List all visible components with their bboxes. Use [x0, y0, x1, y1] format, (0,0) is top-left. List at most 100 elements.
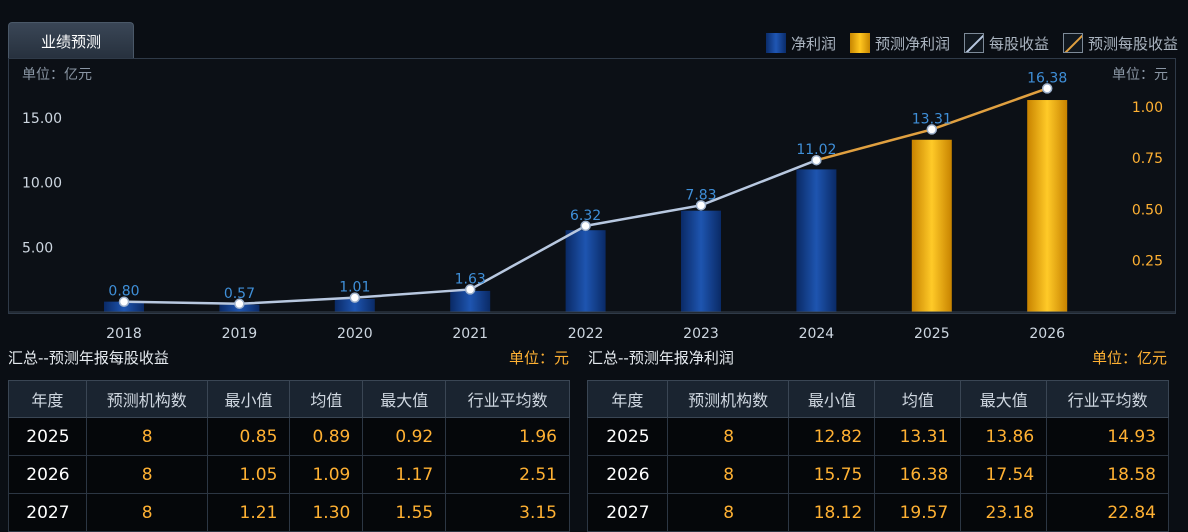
line-point [464, 284, 476, 295]
count-cell: 8 [666, 455, 790, 494]
line-point [926, 124, 938, 135]
right-tick-label: 1.00 [1132, 100, 1163, 116]
x-tick-label: 2026 [1029, 326, 1065, 342]
left-axis-unit: 单位：亿元 [22, 67, 92, 83]
max-cell: 17.54 [960, 455, 1048, 494]
mean-cell: 1.09 [289, 455, 364, 494]
year-cell: 2026 [587, 455, 668, 494]
bar [1027, 100, 1068, 312]
count-cell: 8 [85, 455, 208, 494]
profit-section-unit: 单位：亿元 [1092, 349, 1168, 367]
year-cell: 2027 [8, 493, 87, 532]
right-axis-unit: 单位：元 [1112, 67, 1168, 83]
industry-avg-cell: 18.58 [1046, 455, 1169, 494]
column-header: 均值 [874, 380, 962, 418]
max-cell: 0.92 [362, 417, 447, 456]
mean-cell: 1.30 [289, 493, 364, 532]
column-header: 行业平均数 [1046, 380, 1169, 418]
count-cell: 8 [85, 493, 208, 532]
column-header: 最小值 [788, 380, 876, 418]
line-point [234, 298, 245, 310]
legend-item-net-profit[interactable]: 净利润 [765, 33, 836, 54]
column-header: 预测机构数 [85, 380, 208, 418]
legend-item-forecast-eps[interactable]: 预测每股收益 [1062, 33, 1178, 54]
mean-cell: 19.57 [874, 493, 962, 532]
table-row: 2025 8 12.82 13.31 13.86 14.93 [587, 417, 1169, 456]
line-point [580, 220, 591, 232]
x-tick-label: 2024 [799, 326, 835, 342]
year-cell: 2027 [587, 493, 668, 532]
table-header-row: 年度 预测机构数 最小值 均值 最大值 行业平均数 [8, 380, 570, 418]
x-tick-label: 2021 [452, 326, 488, 342]
bar [334, 298, 375, 312]
line-point [695, 200, 707, 211]
legend-label: 预测净利润 [874, 34, 950, 53]
profit-forecast-table: 年度 预测机构数 最小值 均值 最大值 行业平均数 2025 8 12.82 1… [587, 380, 1169, 532]
legend-swatch-gold-bar [849, 33, 870, 53]
legend-label: 预测每股收益 [1087, 34, 1178, 53]
bar-value-label: 7.83 [685, 187, 716, 203]
forecast-chart: 单位：亿元 单位：元 5.00 10.00 15.00 0.25 0.50 0.75 1.00 2… [9, 67, 1175, 342]
line-point [349, 292, 361, 303]
column-header: 最小值 [206, 380, 291, 418]
min-cell: 1.21 [206, 493, 291, 532]
min-cell: 12.82 [788, 417, 876, 456]
industry-avg-cell: 14.93 [1046, 417, 1169, 456]
table-row: 2026 8 15.75 16.38 17.54 18.58 [587, 455, 1169, 494]
column-header: 最大值 [960, 380, 1048, 418]
bar [911, 139, 952, 312]
column-header: 年度 [8, 380, 87, 418]
x-tick-label: 2023 [683, 326, 719, 342]
right-tick-label: 0.75 [1132, 151, 1163, 167]
min-cell: 15.75 [788, 455, 876, 494]
bar-value-label: 6.32 [570, 208, 601, 224]
mean-cell: 13.31 [874, 417, 962, 456]
left-tick-label: 5.00 [22, 240, 53, 256]
table-row: 2026 8 1.05 1.09 1.17 2.51 [8, 455, 570, 494]
min-cell: 1.05 [206, 455, 291, 494]
line-point [811, 154, 822, 166]
column-header: 预测机构数 [666, 380, 790, 418]
count-cell: 8 [666, 493, 790, 532]
year-cell: 2026 [8, 455, 87, 494]
bar [450, 290, 491, 312]
legend-item-forecast-net-profit[interactable]: 预测净利润 [849, 33, 950, 54]
right-tick-label: 0.50 [1132, 202, 1163, 218]
x-tick-label: 2025 [914, 326, 950, 342]
left-tick-label: 15.00 [22, 111, 62, 127]
column-header: 行业平均数 [445, 380, 570, 418]
max-cell: 1.17 [362, 455, 447, 494]
bar-value-label: 1.63 [455, 271, 486, 287]
eps-forecast-table: 年度 预测机构数 最小值 均值 最大值 行业平均数 2025 8 0.85 0.… [8, 380, 570, 532]
bar-value-label: 11.02 [796, 142, 836, 158]
industry-avg-cell: 3.15 [445, 493, 570, 532]
x-tick-label: 2022 [568, 326, 604, 342]
left-tick-label: 10.00 [22, 176, 62, 192]
column-header: 年度 [587, 380, 668, 418]
industry-avg-cell: 2.51 [445, 455, 570, 494]
column-header: 最大值 [362, 380, 447, 418]
table-row: 2027 8 18.12 19.57 23.18 22.84 [587, 493, 1169, 532]
x-tick-label: 2018 [106, 326, 142, 342]
column-header: 均值 [289, 380, 364, 418]
legend-label: 净利润 [790, 34, 836, 53]
legend-swatch-blue-bar [765, 33, 786, 53]
legend-item-eps[interactable]: 每股收益 [963, 33, 1049, 54]
min-cell: 0.85 [206, 417, 291, 456]
bar-value-label: 0.80 [108, 284, 139, 300]
bar [796, 169, 837, 312]
max-cell: 1.55 [362, 493, 447, 532]
legend-swatch-line-icon [1062, 33, 1083, 53]
table-row: 2025 8 0.85 0.89 0.92 1.96 [8, 417, 570, 456]
chart-legend: 净利润 预测净利润 每股收益 预测每股收益 [765, 33, 1178, 54]
line-point [1041, 83, 1053, 94]
industry-avg-cell: 1.96 [445, 417, 570, 456]
year-cell: 2025 [587, 417, 668, 456]
line-point [118, 296, 130, 307]
tab-performance-forecast[interactable]: 业绩预测 [8, 22, 134, 58]
table-header-row: 年度 预测机构数 最小值 均值 最大值 行业平均数 [587, 380, 1169, 418]
mean-cell: 16.38 [874, 455, 962, 494]
min-cell: 18.12 [788, 493, 876, 532]
mean-cell: 0.89 [289, 417, 364, 456]
eps-section-title: 汇总--预测年报每股收益 [8, 349, 169, 367]
